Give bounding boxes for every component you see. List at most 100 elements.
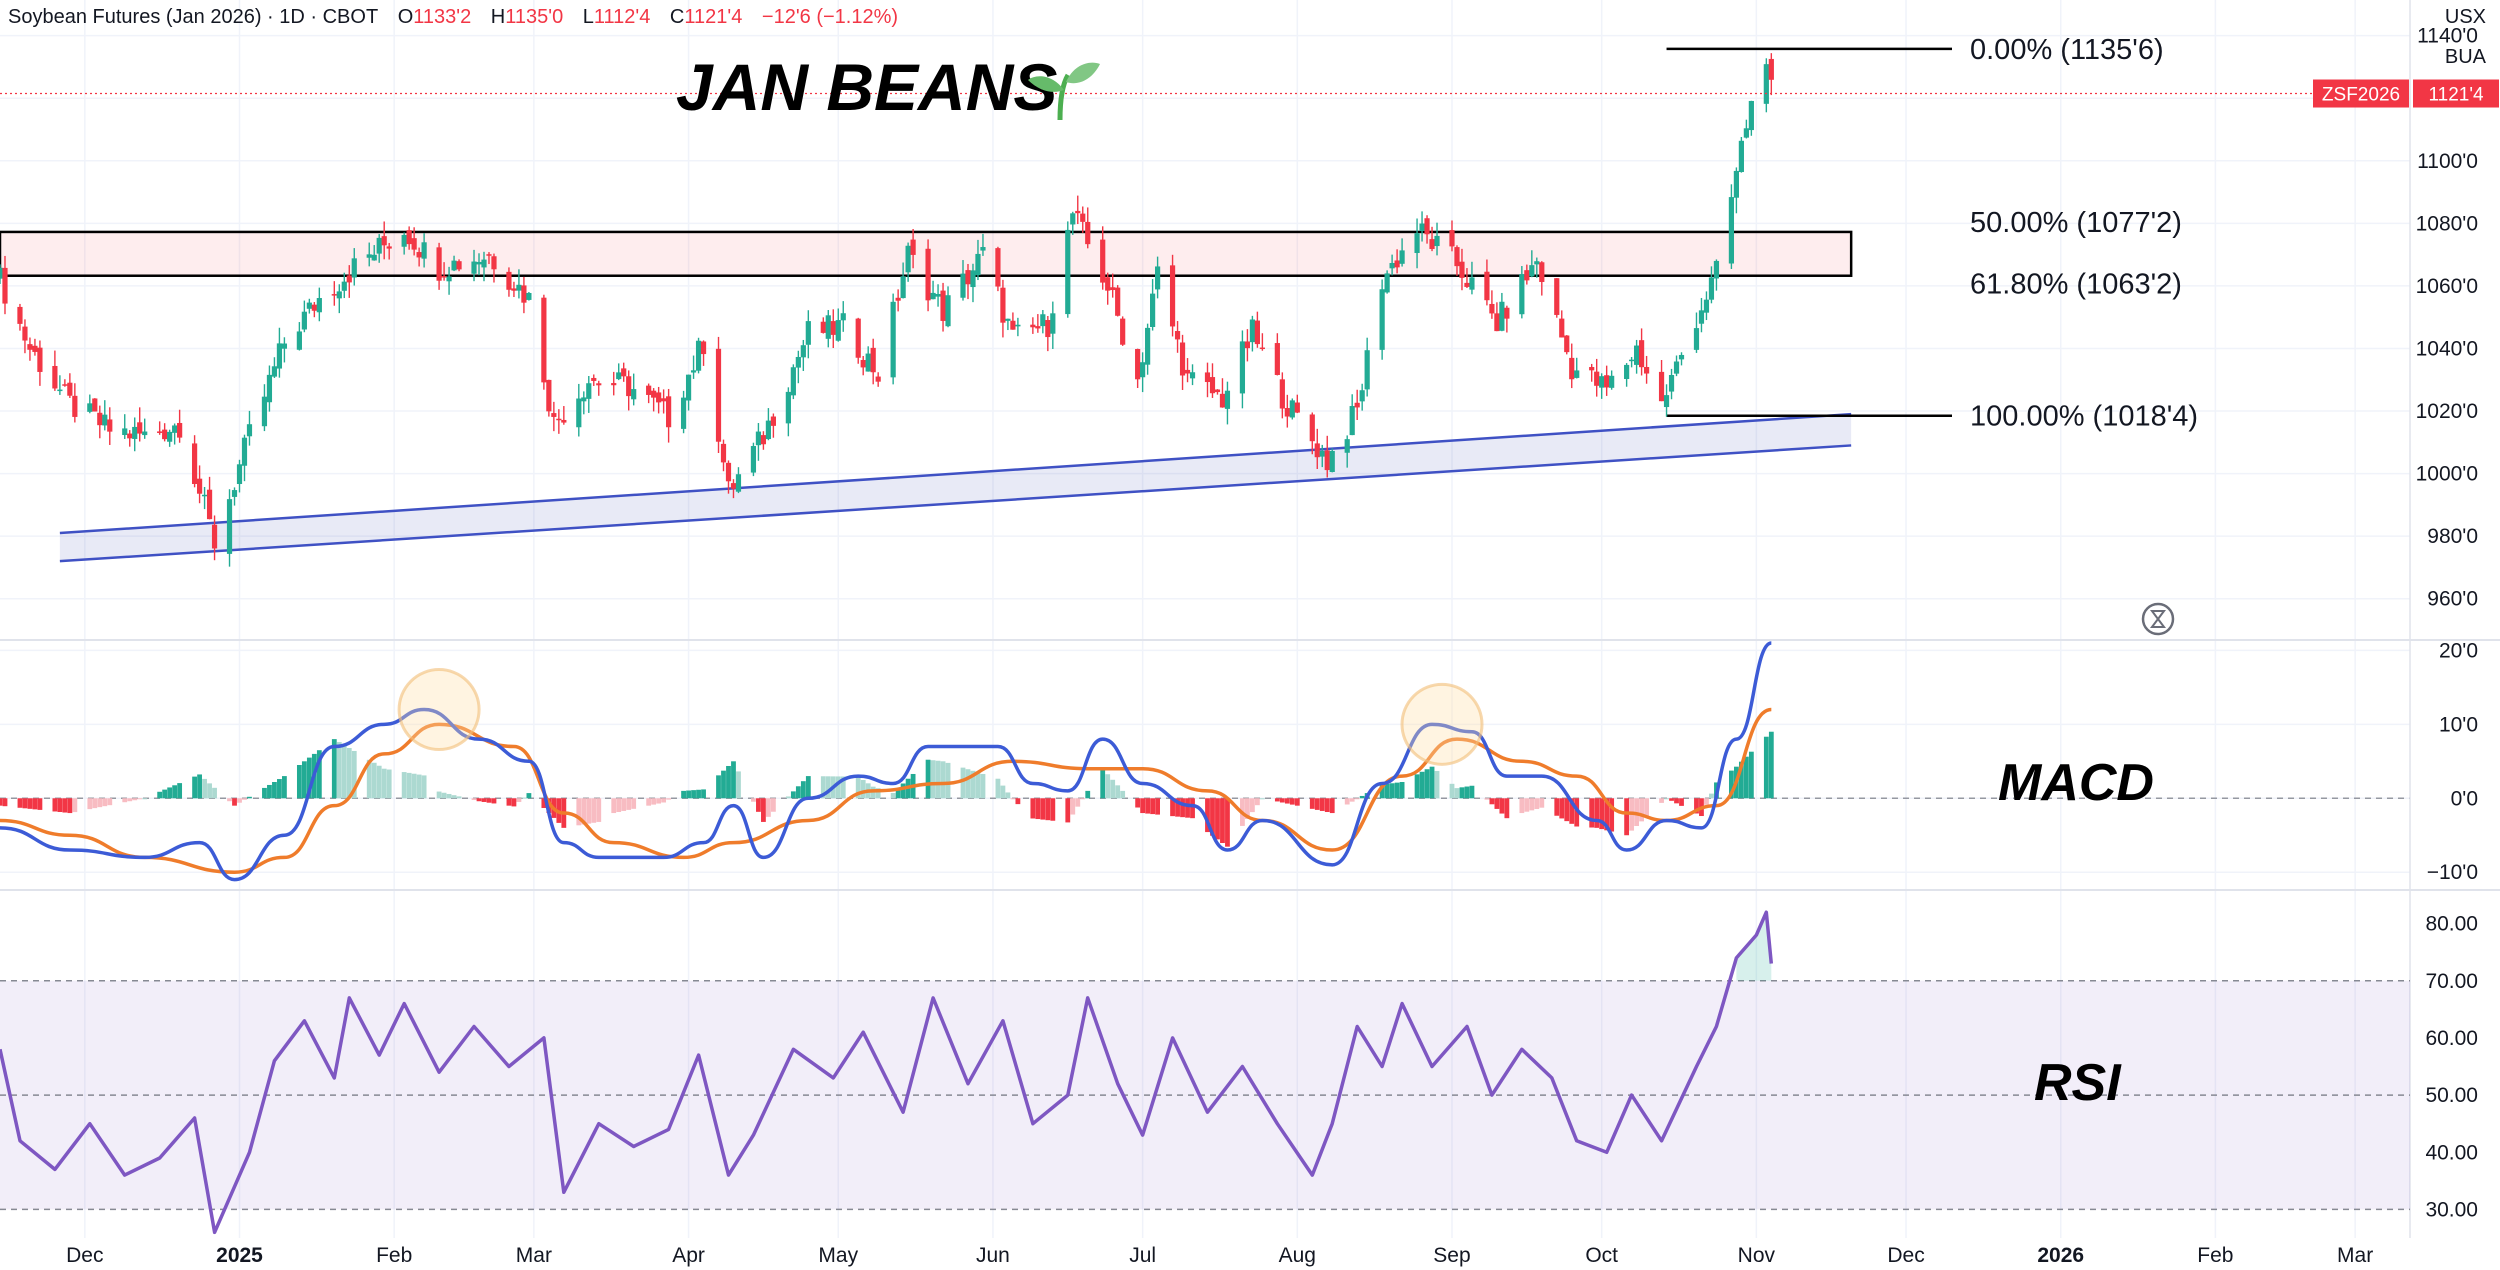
macd-histogram-bar bbox=[107, 798, 113, 806]
candle-body bbox=[196, 478, 203, 494]
candle-body bbox=[441, 276, 447, 278]
candle-body bbox=[366, 254, 372, 258]
candle-body bbox=[526, 292, 532, 300]
macd-histogram-bar bbox=[416, 774, 422, 799]
time-tick-label: Feb bbox=[2197, 1244, 2233, 1267]
candle bbox=[406, 226, 412, 250]
candle-body bbox=[1564, 335, 1570, 353]
candle bbox=[1359, 383, 1365, 411]
candle-body bbox=[700, 341, 707, 355]
candle-body bbox=[1643, 367, 1650, 374]
candle bbox=[1010, 312, 1016, 330]
candle-body bbox=[720, 443, 727, 463]
candle bbox=[52, 350, 58, 391]
currency-unit[interactable]: USX bbox=[2444, 6, 2486, 28]
candle bbox=[1464, 268, 1470, 288]
candle-body bbox=[401, 234, 407, 247]
candle bbox=[92, 398, 98, 412]
macd-histogram-bar bbox=[491, 798, 497, 804]
macd-histogram-bar bbox=[1294, 798, 1300, 806]
candle-body bbox=[376, 237, 382, 254]
candle bbox=[476, 253, 482, 276]
macd-histogram-bar bbox=[1279, 798, 1285, 803]
time-tick-label: May bbox=[818, 1244, 858, 1267]
candle-body bbox=[276, 343, 283, 369]
macd-histogram-bar bbox=[1429, 766, 1435, 799]
candle-body bbox=[656, 392, 662, 403]
candle-body bbox=[616, 372, 622, 380]
candle-body bbox=[875, 376, 881, 382]
candle-body bbox=[890, 301, 896, 378]
macd-histogram-bar bbox=[965, 769, 971, 799]
macd-histogram-bar bbox=[621, 798, 627, 811]
macd-histogram-bar bbox=[446, 793, 452, 799]
candle bbox=[132, 417, 138, 452]
candle-body bbox=[1284, 408, 1290, 417]
candle-body bbox=[596, 383, 602, 386]
candle bbox=[1733, 167, 1739, 214]
candle bbox=[196, 465, 203, 504]
macd-histogram-bar bbox=[167, 787, 173, 799]
candle-body bbox=[1294, 402, 1300, 413]
macd-highlight-circle bbox=[397, 668, 481, 752]
macd-histogram-bar bbox=[1554, 798, 1560, 816]
rsi-tick-label: 50.00 bbox=[2425, 1084, 2478, 1107]
candle bbox=[1284, 394, 1290, 428]
candle bbox=[666, 388, 672, 443]
macd-histogram-bar bbox=[541, 798, 547, 808]
candle bbox=[376, 234, 382, 263]
candle-body bbox=[1449, 230, 1455, 247]
candle-body bbox=[770, 416, 776, 426]
macd-histogram-bar bbox=[960, 767, 966, 799]
candle bbox=[1040, 309, 1046, 334]
candle bbox=[296, 322, 302, 351]
candle-body bbox=[626, 376, 632, 397]
candle bbox=[760, 431, 767, 450]
macd-histogram-bar bbox=[506, 798, 512, 806]
candle bbox=[1429, 226, 1435, 252]
candle bbox=[162, 423, 168, 442]
candle-body bbox=[1324, 450, 1330, 471]
candle-body bbox=[551, 413, 557, 417]
candle bbox=[231, 487, 238, 506]
candle bbox=[142, 418, 148, 439]
candle bbox=[1678, 352, 1685, 366]
candle-body bbox=[1110, 287, 1116, 291]
candle-body bbox=[1609, 375, 1615, 388]
macd-histogram-bar bbox=[646, 798, 652, 806]
candle bbox=[1569, 343, 1575, 389]
quantity-unit[interactable]: BUA bbox=[2444, 46, 2486, 68]
candle-body bbox=[331, 294, 337, 296]
candle bbox=[865, 346, 871, 372]
candle-body bbox=[1244, 341, 1251, 349]
macd-histogram-bar bbox=[795, 786, 801, 799]
macd-histogram-bar bbox=[980, 773, 986, 799]
macd-histogram-bar bbox=[227, 798, 232, 802]
candle-body bbox=[840, 313, 846, 321]
candle bbox=[2, 255, 8, 315]
macd-histogram-bar bbox=[262, 787, 267, 799]
macd-histogram-bar bbox=[366, 759, 372, 799]
candle bbox=[661, 389, 667, 414]
candle-body bbox=[1254, 320, 1260, 345]
candle-body bbox=[760, 435, 767, 445]
macd-histogram-bar bbox=[2, 798, 8, 807]
macd-histogram-bar bbox=[406, 772, 412, 799]
macd-histogram-bar bbox=[516, 798, 522, 802]
time-tick-label: 2026 bbox=[2037, 1244, 2084, 1267]
candle-body bbox=[556, 418, 562, 421]
symbol-title: Soybean Futures (Jan 2026) · 1D · CBOT bbox=[8, 6, 379, 28]
macd-histogram-bar bbox=[800, 781, 806, 799]
macd-histogram-bar bbox=[1040, 798, 1046, 820]
candle bbox=[830, 309, 836, 349]
candle-body bbox=[805, 321, 811, 345]
candle bbox=[306, 298, 312, 314]
macd-histogram-bar bbox=[1729, 770, 1734, 799]
candle-body bbox=[646, 385, 652, 395]
candle-body bbox=[32, 345, 38, 352]
candle bbox=[102, 400, 108, 431]
candle-body bbox=[546, 379, 552, 412]
candle bbox=[561, 406, 567, 425]
macd-histogram-bar bbox=[940, 761, 946, 799]
candle-body bbox=[1319, 450, 1325, 457]
